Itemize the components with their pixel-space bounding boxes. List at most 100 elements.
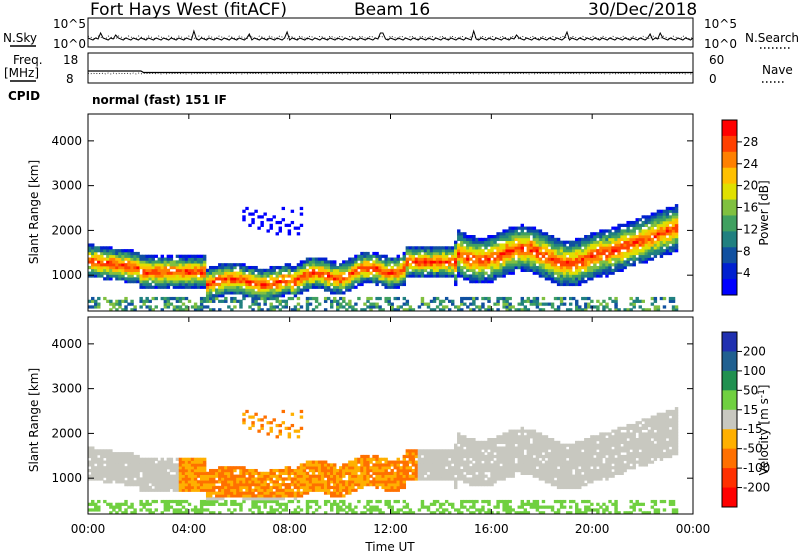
heatmap-cell <box>296 296 301 301</box>
heatmap-cell <box>444 251 449 256</box>
heatmap-cell <box>166 499 171 504</box>
heatmap-cell <box>345 468 349 473</box>
heatmap-cell <box>233 296 237 301</box>
heatmap-cell <box>157 274 161 278</box>
heatmap-cell <box>130 471 134 475</box>
heatmap-cell <box>396 499 400 504</box>
heatmap-cell <box>178 477 183 481</box>
heatmap-cell <box>481 302 485 306</box>
heatmap-cell <box>302 477 307 481</box>
heatmap-cell <box>160 263 165 267</box>
heatmap-cell <box>396 457 400 461</box>
heatmap-cell <box>451 249 455 253</box>
heatmap-cell <box>505 240 509 244</box>
heatmap-cell <box>493 468 497 473</box>
heatmap-cell <box>100 274 104 278</box>
heatmap-cell <box>381 457 385 461</box>
heatmap-cell <box>112 505 116 509</box>
heatmap-cell <box>632 220 636 225</box>
heatmap-cell <box>378 483 382 487</box>
heatmap-cell <box>242 497 246 501</box>
heatmap-cell <box>290 423 295 428</box>
heatmap-cell <box>305 280 310 284</box>
heatmap-cell <box>293 280 298 284</box>
heatmap-cell <box>257 429 261 433</box>
heatmap-cell <box>396 271 400 275</box>
heatmap-cell <box>314 508 319 512</box>
heatmap-cell <box>136 263 140 267</box>
heatmap-cell <box>378 471 382 475</box>
heatmap-cell <box>196 257 201 261</box>
heatmap-cell <box>384 268 388 272</box>
heatmap-cell <box>293 308 298 312</box>
heatmap-cell <box>266 497 270 501</box>
heatmap-cell <box>148 457 152 461</box>
heatmap-cell <box>623 308 627 312</box>
heatmap-cell <box>266 288 270 292</box>
heatmap-cell <box>121 257 125 261</box>
heatmap-cell <box>562 240 567 244</box>
heatmap-cell <box>656 249 661 253</box>
heatmap-cell <box>593 240 597 244</box>
heatmap-cell <box>251 468 255 473</box>
heatmap-cell <box>293 491 298 495</box>
heatmap-cell <box>212 299 216 303</box>
heatmap-cell <box>535 235 540 239</box>
heatmap-cell <box>314 263 319 267</box>
heatmap-cell <box>212 282 216 287</box>
heatmap-cell <box>460 435 464 439</box>
heatmap-cell <box>342 305 346 309</box>
heatmap-cell <box>472 271 476 275</box>
heatmap-cell <box>656 235 661 239</box>
heatmap-cell <box>227 468 231 473</box>
heatmap-cell <box>245 265 249 270</box>
heatmap-cell <box>538 257 543 261</box>
heatmap-cell <box>369 460 373 464</box>
heatmap-cell <box>426 263 431 267</box>
heatmap-cell <box>568 274 573 278</box>
heatmap-cell <box>345 277 349 281</box>
heatmap-cell <box>402 277 407 281</box>
heatmap-cell <box>175 457 180 461</box>
heatmap-cell <box>339 491 343 495</box>
heatmap-cell <box>553 254 558 258</box>
heatmap-cell <box>348 488 352 492</box>
heatmap-cell <box>535 268 540 272</box>
heatmap-cell <box>384 499 388 504</box>
heatmap-cell <box>130 265 134 270</box>
heatmap-cell <box>426 246 431 250</box>
heatmap-cell <box>375 480 379 484</box>
heatmap-cell <box>390 511 394 515</box>
heatmap-cell <box>517 251 521 256</box>
heatmap-cell <box>502 502 506 506</box>
heatmap-cell <box>623 237 627 242</box>
heatmap-cell <box>423 460 428 464</box>
heatmap-cell <box>254 505 258 509</box>
heatmap-cell <box>230 477 234 481</box>
heatmap-cell <box>254 277 258 281</box>
heatmap-cell <box>490 308 494 312</box>
heatmap-cell <box>423 468 428 473</box>
heatmap-cell <box>269 488 273 492</box>
heatmap-cell <box>475 483 479 487</box>
heatmap-cell <box>348 505 352 509</box>
heatmap-cell <box>438 268 443 272</box>
heatmap-cell <box>499 251 503 256</box>
heatmap-cell <box>384 263 388 267</box>
heatmap-cell <box>617 257 621 261</box>
heatmap-cell <box>308 282 313 287</box>
heatmap-cell <box>668 206 673 211</box>
heatmap-cell <box>572 246 576 250</box>
heatmap-cell <box>205 491 210 495</box>
heatmap-cell <box>293 288 298 292</box>
heatmap-cell <box>290 483 295 487</box>
heatmap-cell <box>378 477 382 481</box>
heatmap-cell <box>148 502 152 506</box>
heatmap-cell <box>511 449 515 453</box>
heatmap-cell <box>451 477 455 481</box>
heatmap-cell <box>218 477 222 481</box>
heatmap-cell <box>502 468 506 473</box>
heatmap-cell <box>205 508 210 512</box>
heatmap-cell <box>493 246 497 250</box>
heatmap-cell <box>308 483 313 487</box>
